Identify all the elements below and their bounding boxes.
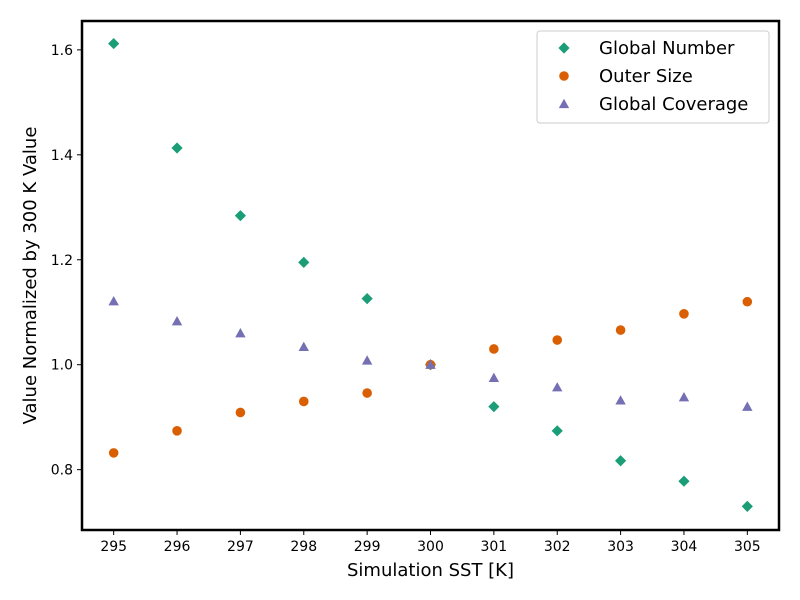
data-point-outer-size xyxy=(298,396,309,407)
data-point-global-number xyxy=(551,425,563,437)
legend: Global Number Outer Size Global Coverage xyxy=(536,30,770,124)
y-tick-label: 0.8 xyxy=(51,463,73,479)
data-point-outer-size xyxy=(108,448,119,458)
x-axis-ticks: 295 296 297 298 299 300 301 302 303 304 305 xyxy=(100,530,761,555)
x-tick-label: 298 xyxy=(290,539,317,555)
data-point-global-coverage xyxy=(235,328,246,338)
data-point-global-number xyxy=(741,500,753,512)
data-point-outer-size xyxy=(615,325,626,335)
data-point-global-number xyxy=(234,210,247,222)
data-point-global-number xyxy=(678,475,690,487)
y-tick-label: 1.6 xyxy=(51,43,73,59)
legend-label-global-number: Global Number xyxy=(599,38,735,59)
legend-markers xyxy=(558,42,570,109)
data-point-global-number xyxy=(108,37,120,50)
legend-marker-global-coverage xyxy=(558,98,570,109)
x-tick-label: 299 xyxy=(354,539,381,555)
data-point-global-coverage xyxy=(488,372,500,382)
data-point-outer-size xyxy=(489,344,499,354)
legend-box xyxy=(536,30,770,124)
data-point-global-coverage xyxy=(678,392,690,402)
data-point-global-coverage xyxy=(361,355,373,365)
x-tick-label: 303 xyxy=(607,539,634,555)
legend-label-global-coverage: Global Coverage xyxy=(599,94,748,115)
data-point-outer-size xyxy=(172,426,182,436)
x-axis-label: Simulation SST [K] xyxy=(347,560,514,581)
data-point-global-number xyxy=(614,455,627,467)
x-tick-label: 302 xyxy=(544,539,571,555)
data-point-global-coverage xyxy=(742,401,753,411)
data-point-outer-size xyxy=(552,335,563,345)
x-tick-label: 305 xyxy=(734,539,761,555)
y-axis-ticks: 0.8 1.0 1.2 1.4 1.6 xyxy=(51,43,82,479)
data-point-global-number xyxy=(488,401,500,413)
data-point-outer-size xyxy=(235,407,246,418)
data-point-global-coverage xyxy=(615,395,626,405)
x-tick-label: 301 xyxy=(480,539,507,555)
data-point-global-coverage xyxy=(108,296,119,306)
data-point-global-number xyxy=(298,256,310,268)
x-tick-label: 300 xyxy=(417,539,444,555)
legend-label-outer-size: Outer Size xyxy=(599,66,693,87)
data-point-outer-size xyxy=(679,309,689,319)
y-axis-label: Value Normalized by 300 K Value xyxy=(20,127,41,425)
x-tick-label: 297 xyxy=(227,539,254,555)
data-point-global-coverage xyxy=(425,359,436,369)
legend-marker-global-number xyxy=(558,42,570,54)
data-point-global-coverage xyxy=(171,315,183,326)
y-tick-label: 1.2 xyxy=(51,253,73,269)
plot-frame xyxy=(80,19,781,532)
x-tick-label: 304 xyxy=(671,539,698,555)
data-point-global-number xyxy=(361,292,373,305)
data-point-global-coverage xyxy=(298,341,309,352)
data-point-outer-size xyxy=(362,388,372,398)
legend-marker-outer-size xyxy=(559,71,569,81)
x-tick-label: 295 xyxy=(100,539,127,555)
y-tick-label: 1.4 xyxy=(51,148,73,164)
data-points xyxy=(108,37,753,512)
x-tick-label: 296 xyxy=(164,539,191,555)
y-tick-label: 1.0 xyxy=(51,358,73,374)
data-point-global-coverage xyxy=(552,382,563,392)
data-point-global-number xyxy=(171,142,183,154)
data-point-outer-size xyxy=(742,296,753,307)
